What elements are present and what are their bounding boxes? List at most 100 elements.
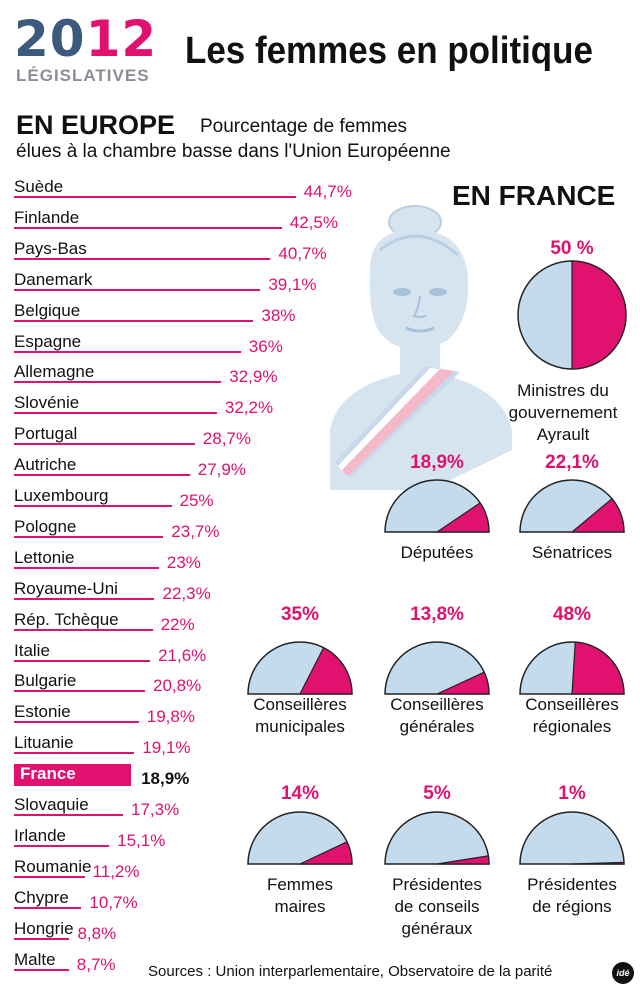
bar — [14, 381, 222, 384]
bar-category-label: Hongrie — [14, 918, 74, 938]
pie-value-label: 1% — [558, 783, 586, 804]
pie-caption-line: Conseillères — [390, 695, 484, 714]
bar-category-label: Estonie — [14, 702, 71, 722]
bar — [14, 752, 135, 755]
pie-caption-line: Conseillères — [253, 695, 347, 714]
pie-value-label: 48% — [552, 604, 592, 625]
pie-caption-line: régionales — [532, 717, 612, 736]
europe-title: EN EUROPE — [16, 110, 176, 140]
bar-value-label: 23,7% — [171, 521, 220, 541]
bar — [14, 443, 195, 446]
page-title: Les femmes en politique — [185, 30, 593, 72]
bar-value-label: 36% — [248, 336, 283, 356]
bar-category-label: Italie — [14, 640, 50, 660]
bar-value-label: 22% — [160, 614, 195, 634]
bar-value-label: 11,2% — [92, 861, 140, 881]
pie-caption-line: de régions — [532, 897, 612, 916]
bar — [14, 937, 70, 940]
half-pie-slice — [436, 671, 490, 695]
europe-subtitle-line2: élues à la chambre basse dans l'Union Eu… — [16, 141, 451, 162]
pie-caption-line: gouvernement Ayrault — [508, 403, 618, 444]
agency-logo: idé — [612, 962, 634, 984]
bar — [14, 319, 254, 322]
bar-category-label: Autriche — [14, 455, 77, 475]
pie-caption-line: générales — [399, 717, 475, 736]
bar-category-label: Chypre — [14, 887, 69, 907]
pie-caption: Conseillères régionales — [507, 694, 637, 738]
bar-category-label: Luxembourg — [14, 486, 109, 505]
bar — [14, 906, 82, 909]
pie-caption: Conseillères municipales — [235, 694, 365, 738]
half-pie-slice — [299, 646, 353, 695]
logo-year-part-1: 20 — [14, 10, 86, 68]
bar — [14, 350, 241, 353]
pie-caption-line: Ministres du — [517, 381, 609, 400]
bar — [14, 814, 123, 816]
pie-value-label: 35% — [280, 604, 320, 625]
sources-note: Sources : Union interparlementaire, Obse… — [148, 963, 553, 980]
bar-value-label: 18,9% — [141, 769, 190, 789]
half-pie-slice — [299, 841, 353, 865]
bar-category-label: Bulgarie — [14, 671, 77, 691]
bar — [14, 505, 172, 507]
france-title: EN FRANCE — [452, 180, 616, 211]
bar-category-label: Danemark — [14, 269, 93, 289]
bar-value-label: 42,5% — [289, 212, 338, 232]
pie-caption: Femmes maires — [235, 874, 365, 918]
bar-value-label: 8,7% — [76, 954, 116, 974]
pie-value-label: 5% — [423, 783, 451, 804]
bar-value-label: 19,1% — [142, 738, 191, 758]
bar-value-label: 8,8% — [77, 923, 117, 943]
pie-caption-line: de conseils — [394, 897, 480, 916]
bar-category-label: Espagne — [14, 331, 82, 351]
bar — [14, 474, 190, 477]
bar-value-label: 28,7% — [202, 429, 251, 449]
pie-value-label: 50 % — [550, 238, 594, 259]
bar — [14, 690, 146, 693]
bar — [14, 196, 296, 198]
bar-category-label: Suède — [14, 177, 64, 196]
half-pie-slice — [436, 855, 490, 865]
bar-category-label: Slovénie — [14, 393, 80, 413]
bar-value-label: 40,7% — [278, 243, 327, 263]
bar — [14, 968, 69, 971]
pie-caption-line: maires — [274, 897, 326, 916]
bar-category-label: Lettonie — [14, 547, 75, 567]
pie-value-label: 13,8% — [410, 604, 464, 625]
bar-category-label: Irlande — [14, 825, 66, 845]
pie-caption-line: Sénatrices — [531, 543, 613, 562]
bar-value-label: 22,3% — [162, 583, 211, 603]
bar-category-label: Lituanie — [14, 733, 74, 753]
bar-value-label: 23% — [166, 552, 201, 572]
bar-value-label: 25% — [179, 491, 214, 510]
marianne-illustration — [330, 205, 512, 490]
bar-category-label: Malte — [14, 949, 56, 969]
europe-subtitle-line1: Pourcentage de femmes — [200, 116, 408, 137]
bar-category-label: Rép. Tchèque — [14, 609, 119, 629]
logo-subtitle: LÉGISLATIVES — [16, 66, 150, 85]
pie-caption-line: Conseillères — [525, 695, 619, 714]
bar-category-label: Belgique — [14, 300, 81, 320]
pie-caption: Conseillères générales — [372, 694, 502, 738]
pie-caption: Présidentes de conseils généraux — [372, 874, 502, 940]
bar-value-label: 44,7% — [303, 182, 352, 201]
bar-value-label: 21,6% — [158, 645, 207, 665]
bar-category-label: Allemagne — [14, 362, 95, 382]
bar-highlight — [14, 764, 132, 787]
logo-year-part-2: 12 — [85, 10, 158, 68]
half-pie-slice — [570, 497, 625, 533]
bar-category-label: Roumanie — [14, 856, 92, 876]
half-pie-slice — [435, 502, 490, 533]
bar — [14, 226, 282, 229]
pie-caption-line: Présidentes — [392, 875, 482, 894]
pie-caption: Présidentes de régions — [507, 874, 637, 918]
bar-category-label: Slovaquie — [14, 795, 89, 814]
pie-slice — [571, 260, 627, 370]
bar-value-label: 10,7% — [89, 892, 138, 912]
bar-category-label: Royaume-Uni — [14, 578, 118, 598]
bar-value-label: 15,1% — [117, 830, 166, 850]
bar-value-label: 32,2% — [224, 398, 274, 418]
bar-value-label: 39,1% — [268, 274, 317, 294]
bar-value-label: 32,9% — [229, 367, 278, 387]
